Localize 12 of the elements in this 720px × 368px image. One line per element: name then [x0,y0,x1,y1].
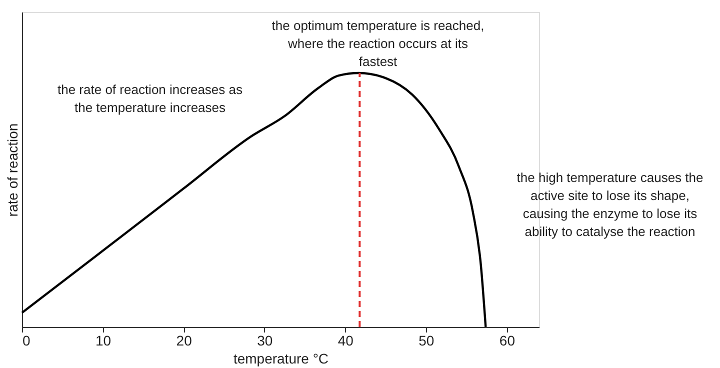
annotation: the rate of reaction increases as the temperature increases [58,82,243,115]
y-axis-title: rate of reaction [4,123,20,217]
x-tick-label: 0 [22,332,30,348]
annotation: the high temperature causes the active site to lose its shape, causing the enzyme to lose its ability to catalyse the reaction [516,170,704,239]
x-tick-label: 10 [95,332,112,348]
x-tick-label: 50 [418,332,434,348]
x-tick-label: 40 [338,332,354,348]
x-tick-label: 60 [499,332,516,348]
x-axis-title: temperature °C [233,350,329,366]
x-tick-label: 20 [176,332,192,348]
x-tick-label: 30 [257,332,273,348]
text: the optimum temperature is reached, where the reaction occurs at its fastest [272,18,484,69]
